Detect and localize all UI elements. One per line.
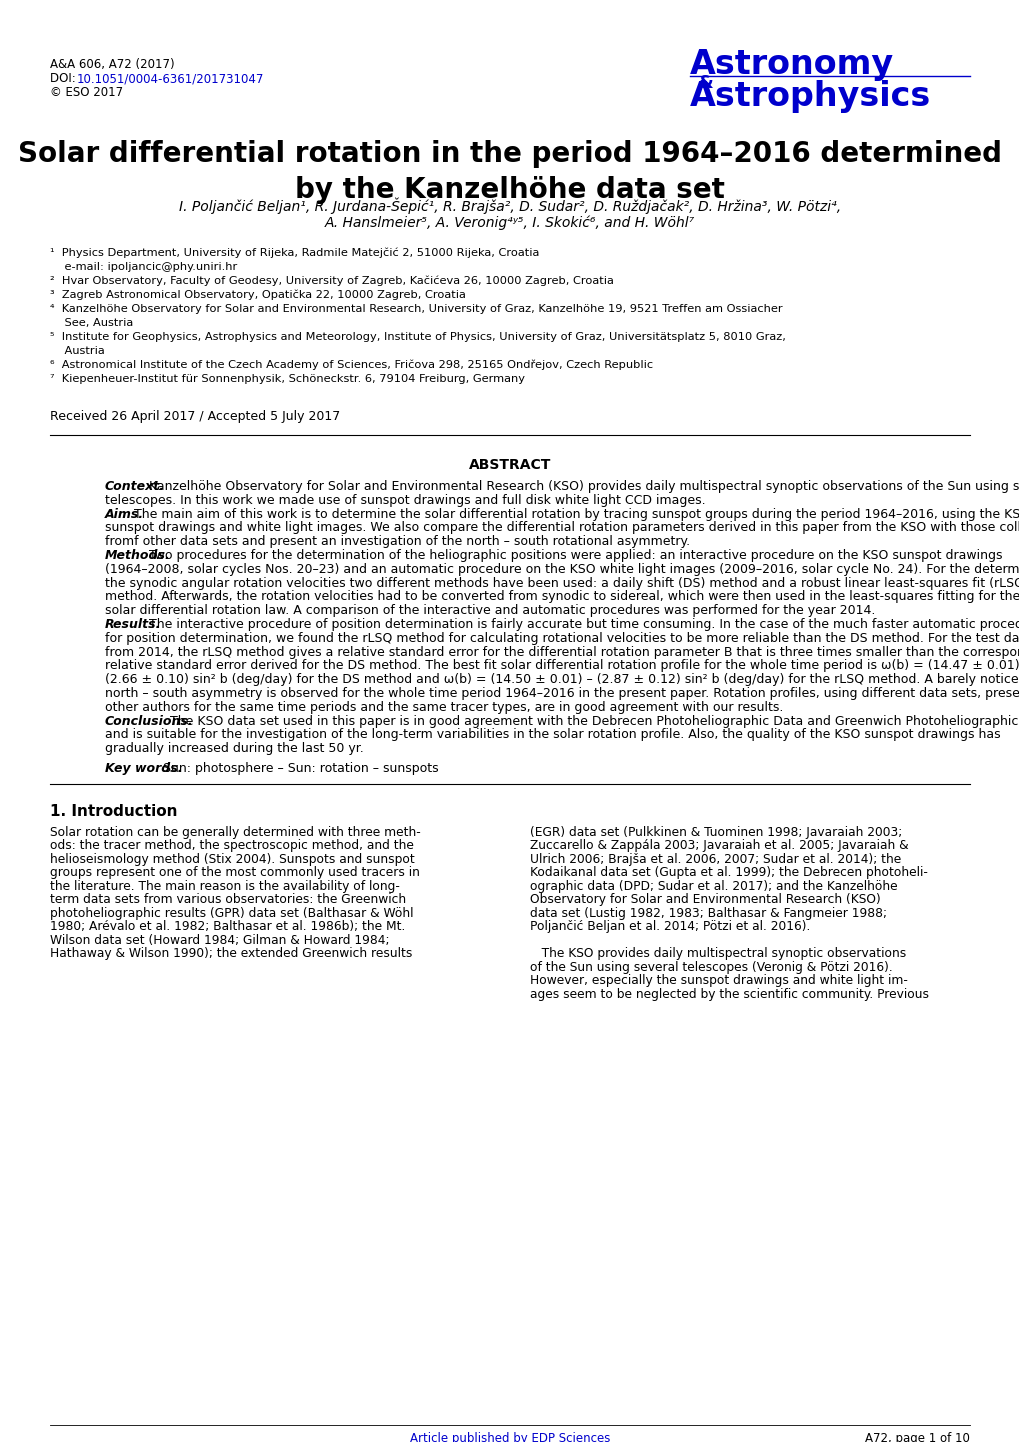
Text: Observatory for Solar and Environmental Research (KSO): Observatory for Solar and Environmental …	[530, 894, 879, 907]
Text: However, especially the sunspot drawings and white light im-: However, especially the sunspot drawings…	[530, 975, 907, 988]
Text: (1964–2008, solar cycles Nos. 20–23) and an automatic procedure on the KSO white: (1964–2008, solar cycles Nos. 20–23) and…	[105, 562, 1019, 575]
Text: Received 26 April 2017 / Accepted 5 July 2017: Received 26 April 2017 / Accepted 5 July…	[50, 410, 340, 423]
Text: the literature. The main reason is the availability of long-: the literature. The main reason is the a…	[50, 880, 399, 893]
Text: Solar rotation can be generally determined with three meth-: Solar rotation can be generally determin…	[50, 826, 421, 839]
Text: ⁶  Astronomical Institute of the Czech Academy of Sciences, Fričova 298, 25165 O: ⁶ Astronomical Institute of the Czech Ac…	[50, 360, 652, 371]
Text: for position determination, we found the rLSQ method for calculating rotational : for position determination, we found the…	[105, 632, 1019, 645]
Text: DOI:: DOI:	[50, 72, 79, 85]
Text: Austria: Austria	[50, 346, 105, 356]
Text: Astronomy: Astronomy	[689, 48, 894, 81]
Text: ⁵  Institute for Geophysics, Astrophysics and Meteorology, Institute of Physics,: ⁵ Institute for Geophysics, Astrophysics…	[50, 332, 785, 342]
Text: Sun: photosphere – Sun: rotation – sunspots: Sun: photosphere – Sun: rotation – sunsp…	[155, 761, 439, 774]
Text: Wilson data set (Howard 1984; Gilman & Howard 1984;: Wilson data set (Howard 1984; Gilman & H…	[50, 934, 389, 947]
Text: Astrophysics: Astrophysics	[689, 79, 930, 112]
Text: data set (Lustig 1982, 1983; Balthasar & Fangmeier 1988;: data set (Lustig 1982, 1983; Balthasar &…	[530, 907, 887, 920]
Text: the synodic angular rotation velocities two different methods have been used: a : the synodic angular rotation velocities …	[105, 577, 1019, 590]
Text: © ESO 2017: © ESO 2017	[50, 87, 123, 99]
Text: fromf other data sets and present an investigation of the north – south rotation: fromf other data sets and present an inv…	[105, 535, 690, 548]
Text: of the Sun using several telescopes (Veronig & Pötzi 2016).: of the Sun using several telescopes (Ver…	[530, 960, 892, 973]
Text: ABSTRACT: ABSTRACT	[469, 459, 550, 472]
Text: Poljančić Beljan et al. 2014; Pötzi et al. 2016).: Poljančić Beljan et al. 2014; Pötzi et a…	[530, 920, 809, 933]
Text: Article published by EDP Sciences: Article published by EDP Sciences	[410, 1432, 609, 1442]
Text: The KSO provides daily multispectral synoptic observations: The KSO provides daily multispectral syn…	[530, 947, 905, 960]
Text: &: &	[697, 74, 713, 92]
Text: ods: the tracer method, the spectroscopic method, and the: ods: the tracer method, the spectroscopi…	[50, 839, 414, 852]
Text: I. Poljančić Beljan¹, R. Jurdana-Šepić¹, R. Brajša², D. Sudar², D. Ruždjačak², D: I. Poljančić Beljan¹, R. Jurdana-Šepić¹,…	[178, 198, 841, 215]
Text: (2.66 ± 0.10) sin² b (deg/day) for the DS method and ω(b) = (14.50 ± 0.01) – (2.: (2.66 ± 0.10) sin² b (deg/day) for the D…	[105, 673, 1019, 686]
Text: ³  Zagreb Astronomical Observatory, Opatička 22, 10000 Zagreb, Croatia: ³ Zagreb Astronomical Observatory, Opati…	[50, 290, 466, 300]
Text: Key words.: Key words.	[105, 761, 182, 774]
Text: Context.: Context.	[105, 480, 165, 493]
Text: 1980; Arévalo et al. 1982; Balthasar et al. 1986b); the Mt.: 1980; Arévalo et al. 1982; Balthasar et …	[50, 920, 405, 933]
Text: A72, page 1 of 10: A72, page 1 of 10	[864, 1432, 969, 1442]
Text: term data sets from various observatories: the Greenwich: term data sets from various observatorie…	[50, 894, 406, 907]
Text: Zuccarello & Zappála 2003; Javaraiah et al. 2005; Javaraiah &: Zuccarello & Zappála 2003; Javaraiah et …	[530, 839, 908, 852]
Text: helioseismology method (Stix 2004). Sunspots and sunspot: helioseismology method (Stix 2004). Suns…	[50, 854, 415, 867]
Text: Ulrich 2006; Brajša et al. 2006, 2007; Sudar et al. 2014); the: Ulrich 2006; Brajša et al. 2006, 2007; S…	[530, 854, 901, 867]
Text: ages seem to be neglected by the scientific community. Previous: ages seem to be neglected by the scienti…	[530, 988, 928, 1001]
Text: telescopes. In this work we made use of sunspot drawings and full disk white lig: telescopes. In this work we made use of …	[105, 493, 705, 506]
Text: Kanzelhöhe Observatory for Solar and Environmental Research (KSO) provides daily: Kanzelhöhe Observatory for Solar and Env…	[146, 480, 1019, 493]
Text: Results.: Results.	[105, 619, 161, 632]
Text: 10.1051/0004-6361/201731047: 10.1051/0004-6361/201731047	[76, 72, 264, 85]
Text: The main aim of this work is to determine the solar differential rotation by tra: The main aim of this work is to determin…	[130, 508, 1019, 521]
Text: A. Hanslmeier⁵, A. Veronig⁴ʸ⁵, I. Skokić⁶, and H. Wöhl⁷: A. Hanslmeier⁵, A. Veronig⁴ʸ⁵, I. Skokić…	[325, 216, 694, 231]
Text: Two procedures for the determination of the heliographic positions were applied:: Two procedures for the determination of …	[146, 549, 1002, 562]
Text: (EGR) data set (Pulkkinen & Tuominen 1998; Javaraiah 2003;: (EGR) data set (Pulkkinen & Tuominen 199…	[530, 826, 902, 839]
Text: method. Afterwards, the rotation velocities had to be converted from synodic to : method. Afterwards, the rotation velocit…	[105, 590, 1019, 603]
Text: Hathaway & Wilson 1990); the extended Greenwich results: Hathaway & Wilson 1990); the extended Gr…	[50, 947, 412, 960]
Text: ⁷  Kiepenheuer-Institut für Sonnenphysik, Schöneckstr. 6, 79104 Freiburg, German: ⁷ Kiepenheuer-Institut für Sonnenphysik,…	[50, 373, 525, 384]
Text: from 2014, the rLSQ method gives a relative standard error for the differential : from 2014, the rLSQ method gives a relat…	[105, 646, 1019, 659]
Text: and is suitable for the investigation of the long-term variabilities in the sola: and is suitable for the investigation of…	[105, 728, 1000, 741]
Text: ²  Hvar Observatory, Faculty of Geodesy, University of Zagreb, Kačićeva 26, 1000: ² Hvar Observatory, Faculty of Geodesy, …	[50, 275, 613, 287]
Text: See, Austria: See, Austria	[50, 319, 133, 327]
Text: Methods.: Methods.	[105, 549, 170, 562]
Text: photoheliographic results (GPR) data set (Balthasar & Wöhl: photoheliographic results (GPR) data set…	[50, 907, 413, 920]
Text: Aims.: Aims.	[105, 508, 144, 521]
Text: 1. Introduction: 1. Introduction	[50, 805, 177, 819]
Text: The interactive procedure of position determination is fairly accurate but time : The interactive procedure of position de…	[146, 619, 1019, 632]
Text: north – south asymmetry is observed for the whole time period 1964–2016 in the p: north – south asymmetry is observed for …	[105, 686, 1019, 699]
Text: solar differential rotation law. A comparison of the interactive and automatic p: solar differential rotation law. A compa…	[105, 604, 874, 617]
Text: Kodaikanal data set (Gupta et al. 1999); the Debrecen photoheli-: Kodaikanal data set (Gupta et al. 1999);…	[530, 867, 927, 880]
Text: Conclusions.: Conclusions.	[105, 715, 194, 728]
Text: other authors for the same time periods and the same tracer types, are in good a: other authors for the same time periods …	[105, 701, 783, 714]
Text: ographic data (DPD; Sudar et al. 2017); and the Kanzelhöhe: ographic data (DPD; Sudar et al. 2017); …	[530, 880, 897, 893]
Text: ⁴  Kanzelhöhe Observatory for Solar and Environmental Research, University of Gr: ⁴ Kanzelhöhe Observatory for Solar and E…	[50, 304, 782, 314]
Text: A&A 606, A72 (2017): A&A 606, A72 (2017)	[50, 58, 174, 71]
Text: The KSO data set used in this paper is in good agreement with the Debrecen Photo: The KSO data set used in this paper is i…	[165, 715, 1019, 728]
Text: groups represent one of the most commonly used tracers in: groups represent one of the most commonl…	[50, 867, 420, 880]
Text: e-mail: ipoljancic@phy.uniri.hr: e-mail: ipoljancic@phy.uniri.hr	[50, 262, 237, 273]
Text: gradually increased during the last 50 yr.: gradually increased during the last 50 y…	[105, 743, 364, 756]
Text: sunspot drawings and white light images. We also compare the differential rotati: sunspot drawings and white light images.…	[105, 522, 1019, 535]
Text: Solar differential rotation in the period 1964–2016 determined
by the Kanzelhöhe: Solar differential rotation in the perio…	[18, 140, 1001, 203]
Text: relative standard error derived for the DS method. The best fit solar differenti: relative standard error derived for the …	[105, 659, 1019, 672]
Text: ¹  Physics Department, University of Rijeka, Radmile Matejčić 2, 51000 Rijeka, C: ¹ Physics Department, University of Rije…	[50, 248, 539, 258]
